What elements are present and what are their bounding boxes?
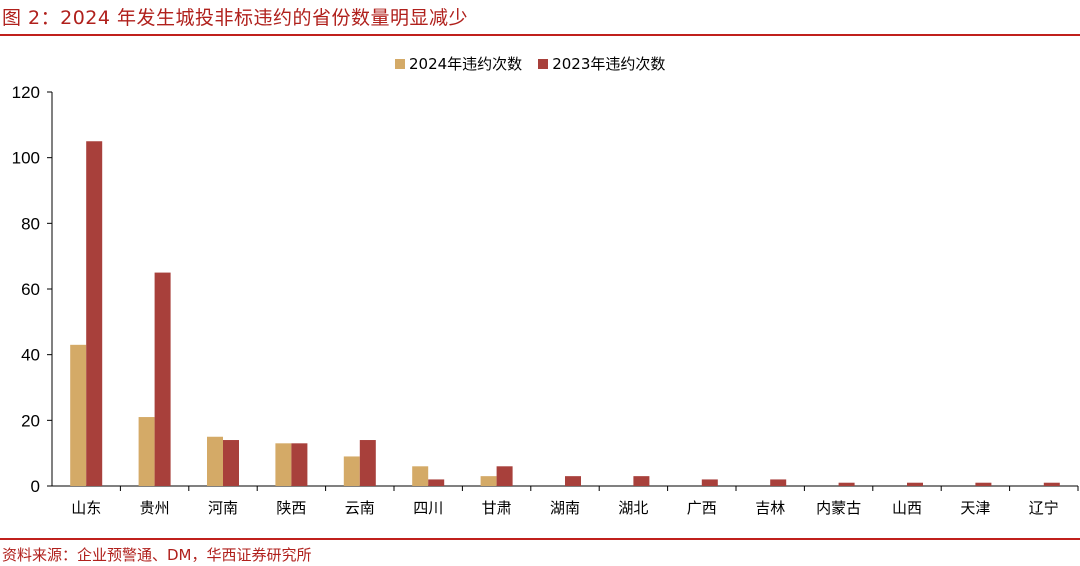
bar-2024-云南 <box>343 456 360 486</box>
bar-2023-云南 <box>359 440 376 486</box>
y-tick-label: 0 <box>31 477 40 496</box>
bar-2023-湖北 <box>633 476 650 486</box>
y-tick-label: 80 <box>21 214 40 233</box>
bar-2023-陕西 <box>291 443 308 486</box>
legend-label-2024: 2024年违约次数 <box>409 55 523 73</box>
x-tick-label: 广西 <box>687 499 717 517</box>
source-note: 资料来源：企业预警通、DM，华西证券研究所 <box>2 546 312 564</box>
bar-chart: 0 20 40 60 80 100 120 山东 贵州 河南 陕西 云南 四川 甘肃 湖南 湖北 广西 吉林 内蒙古… <box>12 83 1079 517</box>
bar-2024-贵州 <box>138 417 155 486</box>
y-tick-label: 100 <box>12 149 40 168</box>
bar-2023-内蒙古 <box>838 482 855 486</box>
top-rule <box>0 34 1080 36</box>
bar-2023-四川 <box>428 479 445 486</box>
bar-2024-河南 <box>207 436 223 486</box>
bar-2024-甘肃 <box>480 476 497 486</box>
y-tick-label: 60 <box>21 280 40 299</box>
figure-title: 图 2：2024 年发生城投非标违约的省份数量明显减少 <box>2 7 469 29</box>
x-tick-label: 河南 <box>208 499 238 517</box>
legend-item-2024: 2024年违约次数 <box>395 53 522 74</box>
bottom-rule <box>0 538 1080 540</box>
legend-item-2023: 2023年违约次数 <box>538 53 665 74</box>
bar-2024-陕西 <box>275 443 292 486</box>
legend-swatch-2024 <box>395 58 405 69</box>
x-tick-label: 云南 <box>345 499 375 517</box>
x-tick-label: 贵州 <box>140 499 170 517</box>
y-tick-label: 20 <box>21 411 40 430</box>
bar-2023-山西 <box>907 482 923 486</box>
legend-swatch-2023 <box>538 58 549 69</box>
bar-2023-贵州 <box>154 272 171 486</box>
legend-label-2023: 2023年违约次数 <box>552 55 666 73</box>
x-tick-label: 吉林 <box>755 499 785 517</box>
x-tick-label: 陕西 <box>276 499 306 517</box>
bar-2023-广西 <box>701 479 718 486</box>
bar-2023-湖南 <box>565 476 581 486</box>
y-tick-label: 40 <box>21 346 40 365</box>
y-tick-label: 120 <box>12 83 40 102</box>
x-tick-label: 甘肃 <box>482 499 512 517</box>
bar-2023-辽宁 <box>1043 482 1060 486</box>
bar-2024-四川 <box>412 466 429 486</box>
x-tick-label: 辽宁 <box>1029 499 1059 517</box>
x-tick-label: 湖北 <box>618 499 648 517</box>
bar-2023-天津 <box>975 482 992 486</box>
x-tick-label: 四川 <box>413 499 443 517</box>
bar-2023-吉林 <box>770 479 787 486</box>
x-tick-label: 山东 <box>71 499 101 517</box>
bar-2023-甘肃 <box>496 466 513 486</box>
chart-legend: 2024年违约次数 2023年违约次数 <box>395 53 681 74</box>
bar-2023-山东 <box>86 141 103 486</box>
bar-2023-河南 <box>223 440 239 486</box>
x-tick-label: 湖南 <box>550 499 580 517</box>
bar-2024-山东 <box>70 344 87 486</box>
x-tick-label: 天津 <box>960 499 990 517</box>
x-tick-label: 内蒙古 <box>816 499 861 517</box>
x-tick-label: 山西 <box>892 499 922 517</box>
